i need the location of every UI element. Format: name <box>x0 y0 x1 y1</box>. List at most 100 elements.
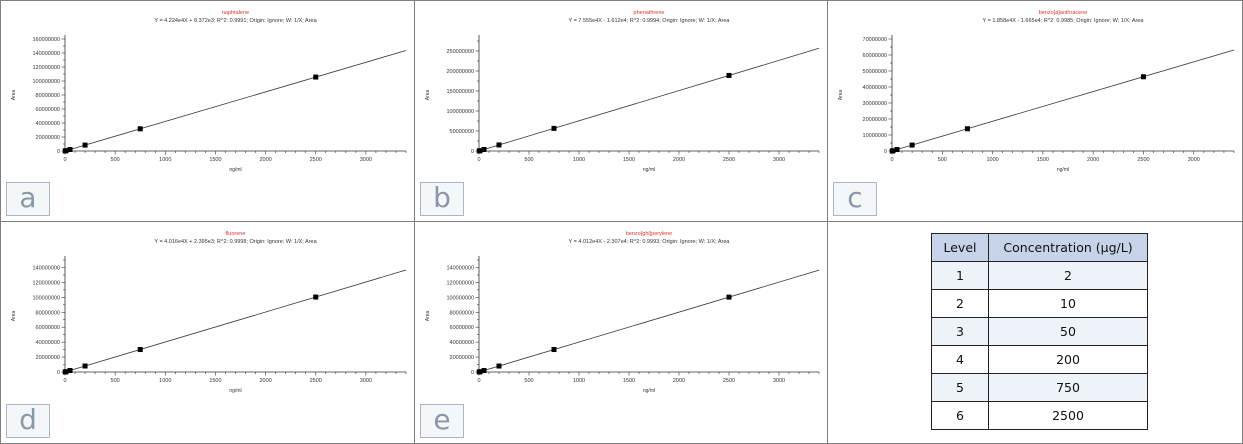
concentration-cell: 10 <box>988 289 1148 318</box>
level-cell: 4 <box>931 345 989 374</box>
data-point <box>67 367 73 373</box>
data-point <box>63 148 69 154</box>
y-tick-label: 50000000 <box>863 69 887 75</box>
y-tick-label: 10000000 <box>863 133 887 139</box>
table-row: 1 2 <box>931 261 1148 290</box>
chart-panel-d: fluorene Y = 4.016e4X + 2.395e3; R^2: 0.9… <box>0 221 415 444</box>
regression-line <box>891 49 1235 152</box>
level-cell: 3 <box>931 317 989 346</box>
panel-letter-e: e <box>420 404 464 438</box>
y-tick-label: 40000000 <box>36 340 60 346</box>
y-axis-label: Area <box>11 311 17 322</box>
y-axis-label: Area <box>425 311 431 322</box>
data-point <box>909 142 915 148</box>
level-cell: 5 <box>931 373 989 402</box>
y-tick-label: 20000000 <box>36 135 60 141</box>
concentration-cell: 750 <box>988 373 1148 402</box>
regression-equation: Y = 7.555e4X - 1.612e4; R^2: 0.9994; Ori… <box>569 18 731 24</box>
calibration-chart-c: benzo[a]anthracene Y = 1.858e4X - 1.665e4… <box>838 10 1235 173</box>
data-point <box>551 347 557 353</box>
y-tick-label: 0 <box>884 149 887 155</box>
x-tick-label: 0 <box>477 378 480 384</box>
y-axis-label: Area <box>425 90 431 101</box>
data-point <box>1140 74 1146 80</box>
level-cell: 6 <box>931 401 989 430</box>
level-cell: 1 <box>931 261 989 290</box>
panel-letter-d: d <box>6 404 50 438</box>
y-tick-label: 60000000 <box>863 53 887 59</box>
y-tick-label: 70000000 <box>863 37 887 43</box>
x-tick-label: 1000 <box>159 378 171 384</box>
y-tick-label: 40000000 <box>863 85 887 91</box>
chart-title: benzo[ghi]perylene <box>626 231 672 237</box>
x-axis-label: ng/ml <box>643 388 655 394</box>
x-tick-label: 3000 <box>360 378 372 384</box>
y-tick-label: 80000000 <box>36 93 60 99</box>
regression-equation: Y = 4.016e4X + 2.395e3; R^2: 0.9998; Ori… <box>154 239 317 245</box>
x-tick-label: 1000 <box>159 157 171 163</box>
panel-letter-a: a <box>6 182 50 216</box>
y-tick-label: 60000000 <box>450 325 474 331</box>
y-tick-label: 20000000 <box>863 117 887 123</box>
table-row: 2 10 <box>931 289 1148 318</box>
regression-equation: Y = 4.012e4X - 2.307e4; R^2: 0.9993; Ori… <box>569 239 731 245</box>
x-tick-label: 1500 <box>623 157 635 163</box>
chart-panel-e: benzo[ghi]perylene Y = 4.012e4X - 2.307e4… <box>414 221 828 444</box>
table-row: 6 2500 <box>931 401 1148 430</box>
y-tick-label: 250000000 <box>446 49 474 55</box>
data-point <box>82 142 88 148</box>
y-tick-label: 120000000 <box>32 65 60 71</box>
regression-line <box>64 50 407 152</box>
data-point <box>964 126 970 132</box>
chart-title: naphtalene <box>222 10 249 16</box>
x-tick-label: 500 <box>938 157 947 163</box>
data-point <box>481 146 487 152</box>
x-tick-label: 1500 <box>623 378 635 384</box>
data-point <box>481 368 487 374</box>
y-tick-label: 80000000 <box>36 310 60 316</box>
x-tick-label: 0 <box>63 157 66 163</box>
x-tick-label: 2000 <box>1087 157 1099 163</box>
x-tick-label: 1000 <box>986 157 998 163</box>
y-tick-label: 140000000 <box>32 51 60 57</box>
concentration-cell: 2 <box>988 261 1148 290</box>
level-cell: 2 <box>931 289 989 318</box>
data-point <box>496 363 502 369</box>
x-tick-label: 1000 <box>573 157 585 163</box>
calibration-chart-b: phenathrene Y = 7.555e4X - 1.612e4; R^2: … <box>425 10 820 173</box>
y-tick-label: 140000000 <box>32 265 60 271</box>
data-point <box>726 294 732 300</box>
x-tick-label: 2500 <box>723 378 735 384</box>
y-tick-label: 0 <box>471 370 474 376</box>
x-axis-label: ng/ml <box>229 388 241 394</box>
data-point <box>496 142 502 148</box>
y-tick-label: 80000000 <box>450 310 474 316</box>
x-tick-label: 0 <box>890 157 893 163</box>
calibration-chart-d: fluorene Y = 4.016e4X + 2.395e3; R^2: 0.9… <box>11 231 407 394</box>
data-point <box>726 72 732 78</box>
data-point <box>137 347 143 353</box>
y-tick-label: 20000000 <box>450 355 474 361</box>
x-tick-label: 500 <box>524 157 533 163</box>
chart-panel-a: naphtalene Y = 4.224e4X + 8.372e3; R^2: 0… <box>0 0 415 222</box>
calibration-chart-e: benzo[ghi]perylene Y = 4.012e4X - 2.307e4… <box>425 231 820 394</box>
y-tick-label: 50000000 <box>450 129 474 135</box>
concentration-cell: 2500 <box>988 401 1148 430</box>
x-tick-label: 0 <box>477 157 480 163</box>
data-point <box>63 369 69 375</box>
y-tick-label: 120000000 <box>446 280 474 286</box>
concentration-cell: 50 <box>988 317 1148 346</box>
calibration-levels-table: Level Concentration (µg/L) 1 2 2 10 3 50 <box>931 233 1148 430</box>
x-tick-label: 1000 <box>573 378 585 384</box>
y-tick-label: 100000000 <box>32 79 60 85</box>
y-tick-label: 20000000 <box>36 355 60 361</box>
y-tick-label: 100000000 <box>446 109 474 115</box>
data-point <box>313 74 319 80</box>
data-point <box>477 148 483 154</box>
data-point <box>313 294 319 300</box>
chart-title: benzo[a]anthracene <box>1039 10 1088 16</box>
x-tick-label: 3000 <box>360 157 372 163</box>
table-row: 4 200 <box>931 345 1148 374</box>
y-axis-label: Area <box>11 90 17 101</box>
y-axis-label: Area <box>838 90 844 101</box>
